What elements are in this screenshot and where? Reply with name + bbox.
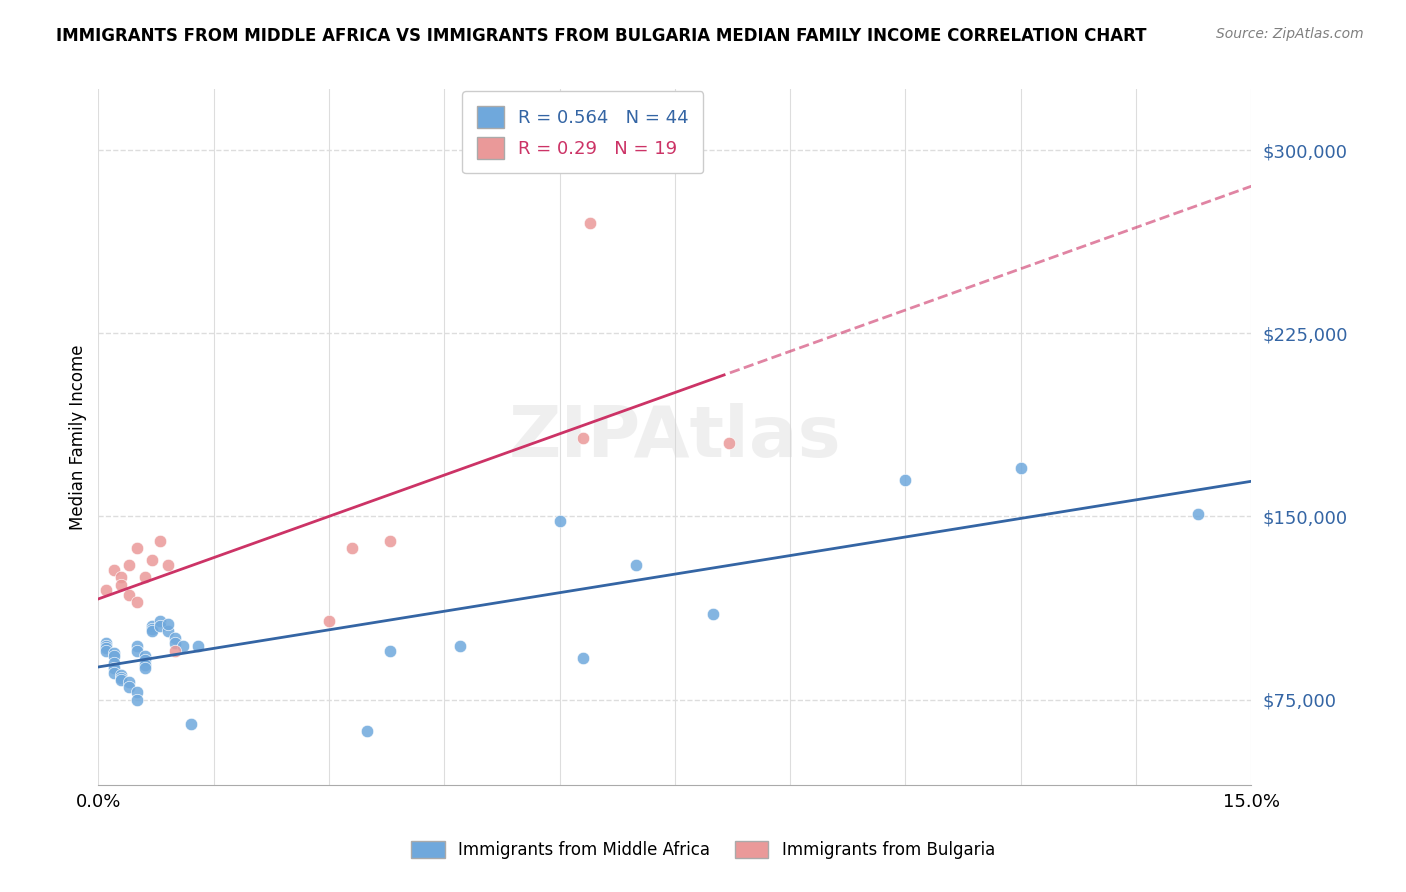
Point	[118, 558, 141, 573]
Point	[894, 473, 917, 487]
Text: Source: ZipAtlas.com: Source: ZipAtlas.com	[1216, 27, 1364, 41]
Point	[110, 673, 132, 687]
Point	[180, 717, 202, 731]
Point	[165, 636, 187, 650]
Point	[110, 668, 132, 682]
Legend: R = 0.564   N = 44, R = 0.29   N = 19: R = 0.564 N = 44, R = 0.29 N = 19	[463, 91, 703, 173]
Point	[141, 619, 163, 633]
Point	[571, 431, 593, 445]
Point	[172, 639, 194, 653]
Point	[103, 648, 125, 663]
Point	[125, 692, 148, 706]
Point	[449, 639, 471, 653]
Point	[125, 595, 148, 609]
Point	[1187, 507, 1209, 521]
Point	[103, 646, 125, 660]
Point	[141, 622, 163, 636]
Point	[165, 632, 187, 646]
Point	[94, 643, 117, 657]
Point	[94, 582, 117, 597]
Point	[103, 665, 125, 680]
Point	[141, 553, 163, 567]
Point	[156, 616, 179, 631]
Point	[125, 643, 148, 657]
Point	[141, 624, 163, 639]
Point	[134, 653, 156, 667]
Point	[118, 588, 141, 602]
Point	[1010, 460, 1032, 475]
Point	[149, 615, 172, 629]
Point	[134, 658, 156, 673]
Point	[110, 578, 132, 592]
Point	[125, 639, 148, 653]
Point	[110, 671, 132, 685]
Text: IMMIGRANTS FROM MIDDLE AFRICA VS IMMIGRANTS FROM BULGARIA MEDIAN FAMILY INCOME C: IMMIGRANTS FROM MIDDLE AFRICA VS IMMIGRA…	[56, 27, 1147, 45]
Point	[94, 639, 117, 653]
Point	[125, 685, 148, 699]
Point	[380, 533, 402, 548]
Point	[318, 615, 340, 629]
Point	[548, 514, 571, 528]
Point	[149, 533, 172, 548]
Point	[134, 661, 156, 675]
Point	[118, 675, 141, 690]
Point	[340, 541, 363, 556]
Point	[134, 570, 156, 584]
Point	[187, 639, 209, 653]
Point	[94, 636, 117, 650]
Point	[626, 558, 648, 573]
Legend: Immigrants from Middle Africa, Immigrants from Bulgaria: Immigrants from Middle Africa, Immigrant…	[405, 834, 1001, 866]
Point	[149, 619, 172, 633]
Point	[134, 648, 156, 663]
Point	[717, 436, 740, 450]
Point	[702, 607, 724, 621]
Point	[94, 641, 117, 656]
Point	[125, 541, 148, 556]
Point	[156, 624, 179, 639]
Point	[571, 651, 593, 665]
Point	[579, 217, 602, 231]
Point	[156, 558, 179, 573]
Point	[165, 643, 187, 657]
Point	[110, 570, 132, 584]
Point	[380, 643, 402, 657]
Point	[103, 661, 125, 675]
Point	[103, 656, 125, 670]
Y-axis label: Median Family Income: Median Family Income	[69, 344, 87, 530]
Text: ZIPAtlas: ZIPAtlas	[509, 402, 841, 472]
Point	[118, 681, 141, 695]
Point	[103, 563, 125, 577]
Point	[356, 724, 378, 739]
